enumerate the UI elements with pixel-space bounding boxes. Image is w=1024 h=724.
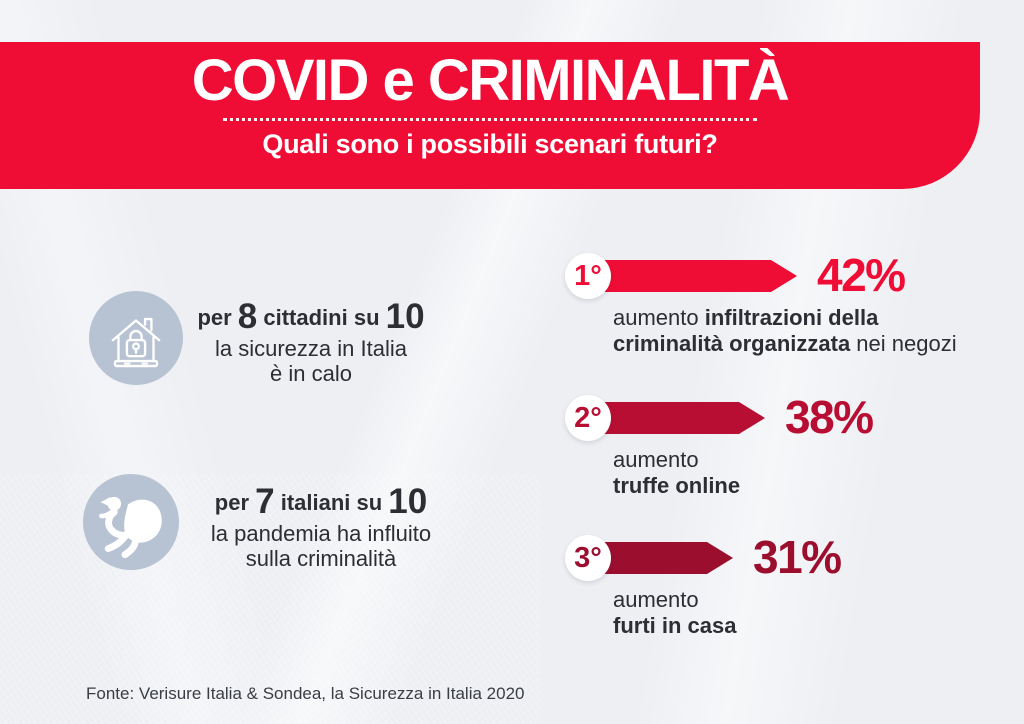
rank-caption: aumento infiltrazioni della criminalità … xyxy=(613,305,957,356)
rank-badge-label: 1° xyxy=(574,259,602,292)
house-lock-icon xyxy=(89,291,183,385)
rank-caption: aumento truffe online xyxy=(613,447,741,498)
stat-security-line2: la sicurezza in Italia xyxy=(215,336,407,361)
rank-arrow xyxy=(588,402,765,434)
rank-badge: 1° xyxy=(565,253,611,299)
source-note: Fonte: Verisure Italia & Sondea, la Sicu… xyxy=(86,684,525,703)
stat-pandemic-text: per 7 italiani su 10 la pandemia ha infl… xyxy=(188,482,454,572)
rank-percent: 38% xyxy=(785,391,874,443)
dotted-divider xyxy=(223,118,757,121)
rank-caption: aumento furti in casa xyxy=(613,587,737,638)
stat-security-text: per 8 cittadini su 10 la sicurezza in It… xyxy=(186,297,436,387)
rank-badge-label: 2° xyxy=(574,401,602,434)
rank-percent: 42% xyxy=(817,249,906,301)
stat-pandemic-line2: la pandemia ha influito xyxy=(210,521,432,546)
stat-pandemic-headline: per 7 italiani su 10 xyxy=(214,482,428,521)
page-title: COVID e CRIMINALITÀ xyxy=(191,48,790,113)
burglar-icon xyxy=(83,474,179,570)
rank-row-3: 3° 31% aumento furti in casa xyxy=(565,531,1005,665)
rank-arrow xyxy=(588,260,797,292)
rank-badge: 2° xyxy=(565,395,611,441)
rank-badge: 3° xyxy=(565,535,611,581)
rank-row-1: 1° 42% aumento infiltrazioni della crimi… xyxy=(565,249,1005,383)
rank-percent: 31% xyxy=(753,531,842,583)
stat-security-line3: è in calo xyxy=(270,361,352,386)
stat-security-headline: per 8 cittadini su 10 xyxy=(197,297,425,336)
rank-badge-label: 3° xyxy=(574,541,602,574)
page-subtitle: Quali sono i possibili scenari futuri? xyxy=(262,129,718,159)
stat-pandemic-line3: sulla criminalità xyxy=(245,546,397,571)
rank-row-2: 2° 38% aumento truffe online xyxy=(565,391,1005,525)
header-banner: COVID e CRIMINALITÀ Quali sono i possibi… xyxy=(0,42,980,189)
